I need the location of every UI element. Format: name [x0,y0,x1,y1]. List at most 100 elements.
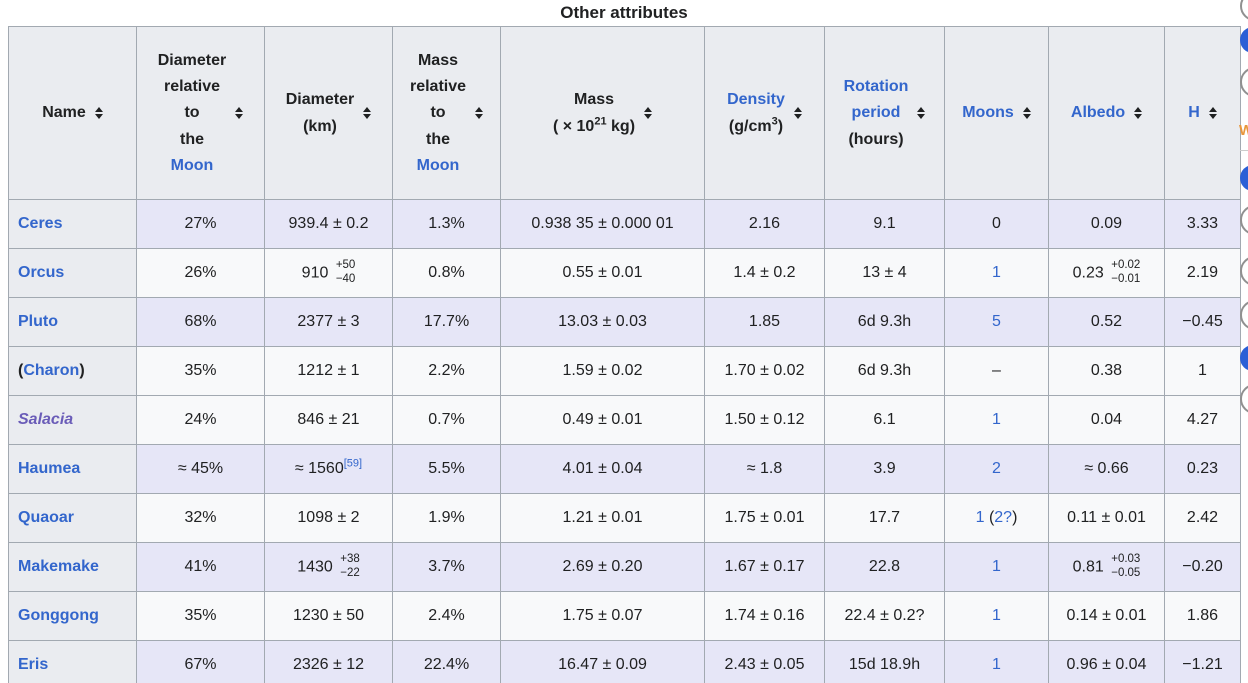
planet-link[interactable]: Eris [18,656,49,673]
text-segment: 2.4% [428,607,465,624]
text-segment: 41% [184,558,217,575]
cell-rotation-period: 6d 9.3h [824,346,945,396]
text-segment: 21 [594,115,607,128]
column-header-diameter-km: Diameter (km) [264,26,393,200]
wiki-link[interactable]: Moon [416,156,460,174]
column-header-rotation-period: Rotation period (hours) [824,26,945,200]
cell-h: 3.33 [1164,199,1241,249]
sort-icon[interactable] [475,107,484,119]
cell-mass: 0.55 ± 0.01 [500,248,705,298]
cell-diameter-relative: 27% [136,199,265,249]
edge-marker-circle [1240,27,1248,53]
text-segment: 1430 [297,558,338,576]
wiki-link[interactable]: 1 [992,558,1001,575]
sort-icon[interactable] [94,107,103,119]
cell-rotation-period: 9.1 [824,199,945,249]
wiki-link[interactable]: Moon [170,156,214,174]
cell-rotation-period: 17.7 [824,493,945,543]
cell-diameter-km: 1230 ± 50 [264,591,393,641]
wiki-link[interactable]: Rotation [843,78,909,96]
text-segment: 3.7% [428,558,465,575]
cell-diameter-relative: 35% [136,346,265,396]
wiki-link[interactable]: period [851,104,901,122]
cell-diameter-relative: 35% [136,591,265,641]
cell-rotation-period: 22.4 ± 0.2? [824,591,945,641]
planet-link[interactable]: Makemake [18,558,99,575]
text-segment: 1.86 [1186,607,1219,624]
text-segment: 67% [184,656,217,673]
wiki-link[interactable]: 5 [992,313,1001,330]
sort-icon[interactable] [235,107,244,119]
cell-moons: 1 [944,542,1049,592]
row-header: Gonggong [8,591,137,641]
text-segment: 32% [184,509,217,526]
cell-diameter-km: 939.4 ± 0.2 [264,199,393,249]
wiki-link[interactable]: H [1188,104,1200,122]
edge-marker-circle [1240,205,1248,235]
column-label: H [1188,101,1200,124]
table-row: Gonggong 35% 1230 ± 50 2.4% 1.75 ± 0.07 1.74 … [8,591,1241,641]
cell-density: ≈ 1.8 [704,444,825,494]
text-segment: ≈ 1.8 [746,460,783,477]
cell-moons: 1 [944,248,1049,298]
cell-mass-relative: 22.4% [392,640,501,683]
cell-mass: 0.938 35 ± 0.000 01 [500,199,705,249]
sort-icon[interactable] [1208,107,1217,119]
column-header-diameter-relative: Diameter relative to the Moon [136,26,265,200]
wiki-link[interactable]: Density [727,91,785,109]
cell-h: −1.21 [1164,640,1241,683]
reference-link[interactable]: [59] [343,457,363,470]
cell-moons: 1 [944,395,1049,445]
wiki-link[interactable]: Moons [962,104,1014,122]
column-header-albedo: Albedo [1048,26,1165,200]
text-segment: (g/cm [728,117,772,135]
cell-mass: 2.69 ± 0.20 [500,542,705,592]
wiki-link[interactable]: 1 [992,607,1001,624]
text-segment: 1.74 ± 0.16 [724,607,805,624]
planet-link[interactable]: Quaoar [18,509,75,526]
planet-link[interactable]: Pluto [18,313,58,330]
cell-diameter-km: 2377 ± 3 [264,297,393,347]
wiki-link[interactable]: 1 [992,411,1001,428]
sort-icon[interactable] [1022,107,1031,119]
column-label: Rotation period (hours) [844,75,909,151]
planet-link[interactable]: Haumea [18,460,81,477]
cell-albedo: ≈ 0.66 [1048,444,1165,494]
sort-icon[interactable] [1134,107,1143,119]
cell-mass-relative: 3.7% [392,542,501,592]
sort-icon[interactable] [644,107,653,119]
wiki-link[interactable]: Albedo [1070,104,1126,122]
column-label: Diameter relative to the Moon [158,49,226,177]
text-segment: 1.4 ± 0.2 [733,264,796,281]
cell-mass-relative: 0.7% [392,395,501,445]
sort-icon[interactable] [363,107,372,119]
text-segment: 1.67 ± 0.17 [724,558,805,575]
text-segment: ≈ 45% [177,460,224,477]
cell-albedo: 0.81 +0.03 −0.05 [1048,542,1165,592]
cell-h: 0.23 [1164,444,1241,494]
text-segment: Diameter [285,91,355,109]
sort-icon[interactable] [917,107,926,119]
planet-link[interactable]: Charon [23,362,80,379]
text-segment: to [184,104,200,122]
wiki-link[interactable]: 1 [992,656,1001,673]
wiki-link[interactable]: 1 [975,509,985,526]
cell-mass: 16.47 ± 0.09 [500,640,705,683]
wiki-link[interactable]: 2 [992,460,1001,477]
text-segment: 0.09 [1090,215,1123,232]
planet-link[interactable]: Gonggong [18,607,99,624]
text-segment: 1.59 ± 0.02 [562,362,643,379]
text-segment: 22.4 ± 0.2? [844,607,925,624]
planet-link[interactable]: Orcus [18,264,65,281]
cell-albedo: 0.52 [1048,297,1165,347]
text-segment: 0.49 ± 0.01 [562,411,643,428]
text-segment: to [430,104,446,122]
wiki-link[interactable]: 1 [992,264,1001,281]
planet-link[interactable]: Ceres [18,215,63,232]
planet-link[interactable]: Salacia [18,411,74,428]
cell-h: 4.27 [1164,395,1241,445]
cell-diameter-relative: 26% [136,248,265,298]
wiki-link[interactable]: 2? [994,509,1013,526]
text-segment: 1212 ± 1 [297,362,360,379]
sort-icon[interactable] [793,107,802,119]
